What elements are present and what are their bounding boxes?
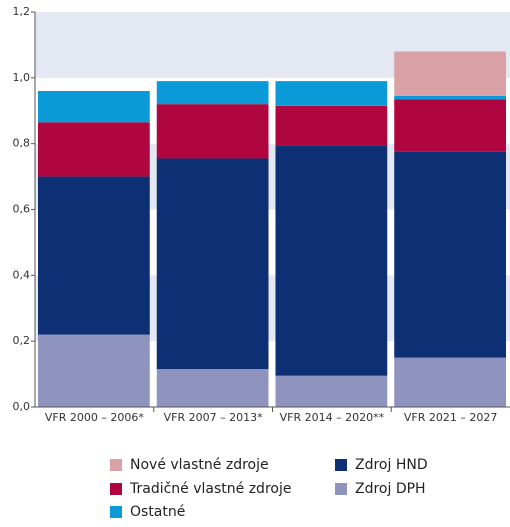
y-tick-label: 0,8: [13, 137, 31, 150]
legend-label: Nové vlastné zdroje: [130, 457, 269, 473]
bar-segment: [275, 145, 388, 376]
y-tick-label: 0,4: [13, 268, 31, 281]
bar-segment: [156, 369, 269, 407]
bar-segment: [275, 105, 388, 146]
bar-segment: [38, 176, 150, 335]
legend-label: Ostatné: [130, 504, 185, 520]
bar-segment: [38, 334, 150, 407]
legend-swatch: [335, 459, 347, 471]
legend-swatch: [110, 483, 122, 495]
legend-label: Zdroj HND: [355, 457, 428, 473]
legend-swatch: [110, 506, 122, 518]
y-tick-label: 0,2: [13, 334, 31, 347]
legend-swatch: [335, 483, 347, 495]
x-tick-label: VFR 2021 – 2027: [404, 411, 497, 424]
bar-segment: [394, 51, 506, 96]
bar-segment: [38, 122, 150, 177]
x-tick-label: VFR 2014 – 2020**: [280, 411, 385, 424]
x-tick-label: VFR 2000 – 2006*: [45, 411, 144, 424]
bar-segment: [275, 81, 388, 106]
x-tick-label: VFR 2007 – 2013*: [164, 411, 263, 424]
bar-segment: [156, 104, 269, 159]
y-tick-label: 1,0: [13, 71, 31, 84]
y-tick-label: 0,6: [13, 203, 31, 216]
legend-swatch: [110, 459, 122, 471]
legend-label: Tradičné vlastné zdroje: [129, 481, 291, 497]
bar-segment: [156, 81, 269, 105]
bar-segment: [394, 357, 506, 407]
bar-segment: [394, 95, 506, 100]
bar-segment: [38, 91, 150, 123]
legend-label: Zdroj DPH: [355, 481, 426, 497]
bar-segment: [394, 99, 506, 152]
bar-segment: [156, 158, 269, 370]
bar-segment: [394, 151, 506, 358]
y-tick-label: 1,2: [13, 5, 31, 18]
bar-segment: [275, 375, 388, 407]
y-tick-label: 0,0: [13, 400, 31, 413]
